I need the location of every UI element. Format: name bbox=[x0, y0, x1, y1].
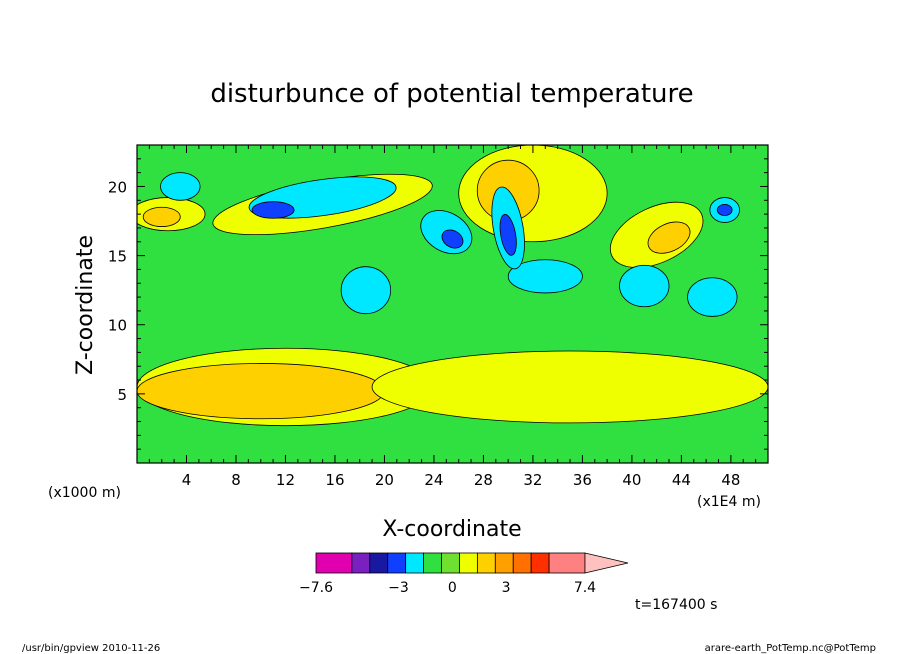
y-tick-label: 20 bbox=[108, 178, 127, 196]
x-tick-label: 36 bbox=[573, 471, 592, 489]
contour-region-warm-7 bbox=[647, 221, 691, 254]
colorbar-label: −3 bbox=[388, 580, 409, 596]
footer-left: /usr/bin/gpview 2010-11-26 bbox=[22, 643, 160, 654]
colorbar-bin bbox=[512, 552, 532, 574]
contour-region-cool-17 bbox=[619, 264, 670, 308]
contour-region-cool-12 bbox=[160, 172, 201, 201]
contour-region-warm-9 bbox=[142, 206, 181, 227]
x-tick-label: 44 bbox=[672, 471, 691, 489]
plot-frame bbox=[136, 144, 769, 464]
colorbar-bin bbox=[530, 552, 550, 574]
y-scale-note: (x1000 m) bbox=[48, 485, 121, 501]
x-axis-label: X-coordinate bbox=[382, 517, 521, 542]
contour-region-cool-20 bbox=[716, 204, 733, 216]
x-tick-label: 12 bbox=[276, 471, 295, 489]
x-tick-label: 16 bbox=[325, 471, 344, 489]
colorbar-bin bbox=[548, 552, 586, 574]
y-tick-label: 10 bbox=[108, 317, 127, 335]
colorbar-label: 7.4 bbox=[574, 580, 596, 596]
x-tick-label: 8 bbox=[231, 471, 241, 489]
contour-region-cool-15 bbox=[340, 266, 392, 315]
footer-right: arare-earth_PotTemp.nc@PotTemp bbox=[705, 643, 876, 654]
colorbar-bin bbox=[369, 552, 389, 574]
colorbar-bin bbox=[441, 552, 460, 574]
colorbar-label: −7.6 bbox=[299, 580, 333, 596]
contour-region-cool-14 bbox=[441, 229, 464, 249]
y-tick-label: 5 bbox=[117, 386, 127, 404]
colorbar-bin bbox=[459, 552, 478, 574]
x-tick-label: 48 bbox=[721, 471, 740, 489]
x-axis: 4 8 12 16 20 24 28 32 36 40 44 48 bbox=[148, 145, 757, 489]
x-tick-label: 24 bbox=[424, 471, 443, 489]
contour-region-warm-1 bbox=[137, 363, 385, 420]
colorbar bbox=[315, 552, 629, 574]
x-tick-label: 28 bbox=[474, 471, 493, 489]
time-annotation: t=167400 s bbox=[635, 597, 717, 613]
colorbar-label: 3 bbox=[502, 580, 511, 596]
contour-region-cool-11 bbox=[251, 201, 295, 219]
colorbar-bin bbox=[387, 552, 407, 574]
x-tick-label: 20 bbox=[375, 471, 394, 489]
heatmap-features bbox=[137, 145, 768, 427]
colorbar-bin bbox=[315, 552, 353, 574]
colorbar-arrow bbox=[584, 552, 629, 574]
contour-region-cool-22 bbox=[499, 214, 517, 256]
contour-region-cool-16 bbox=[507, 259, 583, 294]
colorbar-bin bbox=[423, 552, 442, 574]
x-scale-note: (x1E4 m) bbox=[697, 494, 761, 510]
contour-region-cool-18 bbox=[687, 277, 738, 317]
colorbar-bin bbox=[476, 552, 496, 574]
x-tick-label: 4 bbox=[182, 471, 192, 489]
y-axis: 5 10 15 20 bbox=[108, 158, 768, 450]
y-tick-label: 15 bbox=[108, 248, 127, 266]
contour-region-warm-2 bbox=[371, 350, 768, 424]
colorbar-bin bbox=[405, 552, 424, 574]
colorbar-labels: −7.6 −3 0 3 7.4 bbox=[299, 580, 596, 596]
colorbar-bin bbox=[494, 552, 514, 574]
x-tick-label: 32 bbox=[523, 471, 542, 489]
x-tick-label: 40 bbox=[622, 471, 641, 489]
plot-area bbox=[136, 144, 769, 464]
colorbar-bin bbox=[351, 552, 371, 574]
colorbar-label: 0 bbox=[448, 580, 457, 596]
y-axis-label: Z-coordinate bbox=[73, 235, 98, 375]
chart-title: disturbunce of potential temperature bbox=[210, 79, 693, 109]
